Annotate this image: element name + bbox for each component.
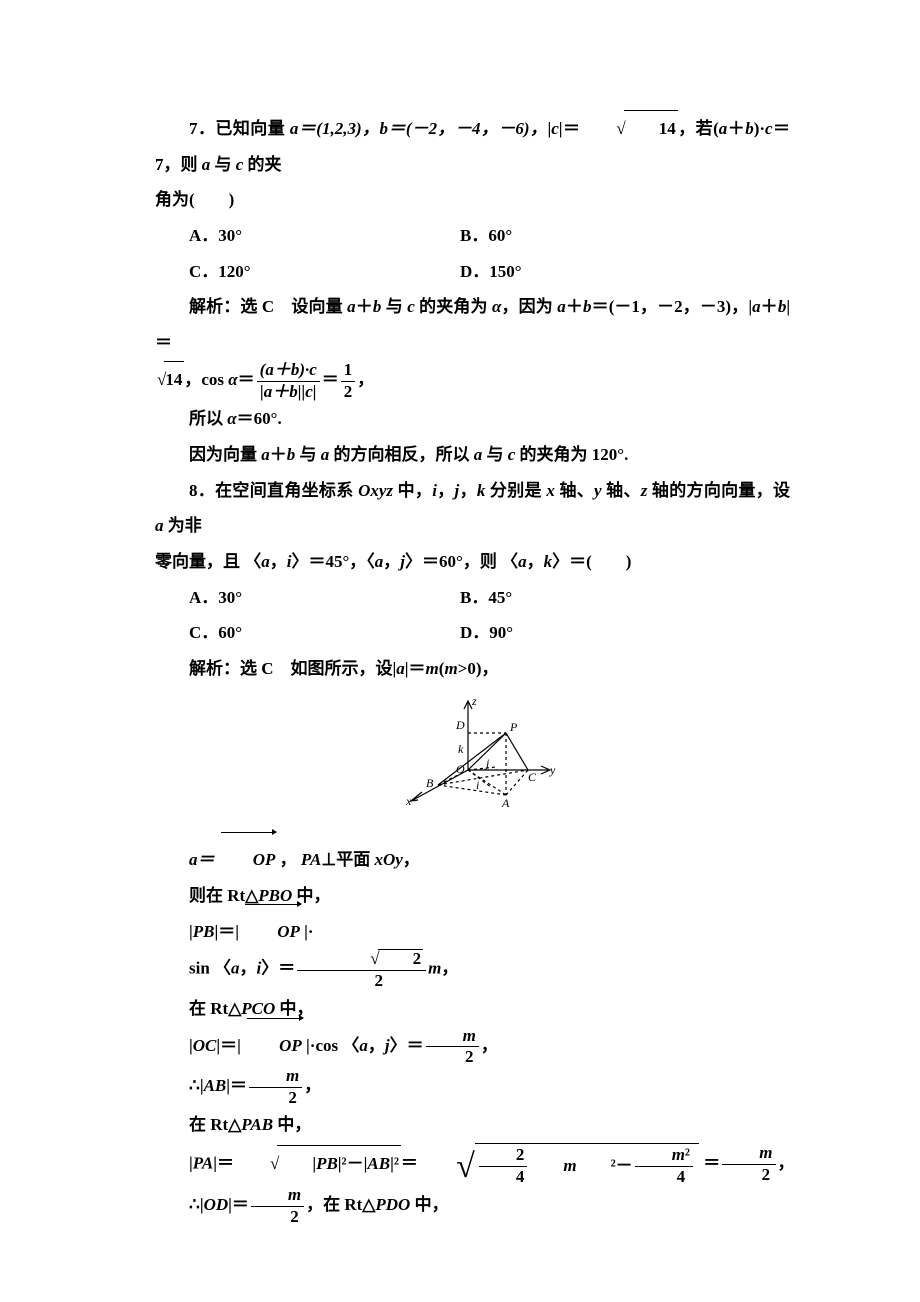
q8-option-C: C．60° (155, 615, 460, 651)
q7-sqrt14: 14 (580, 110, 677, 147)
lbl-D: D (455, 718, 465, 732)
q8-line-h: 在 Rt△PAB 中， (155, 1107, 790, 1143)
q8-options-row2: C．60° D．90° (155, 615, 790, 651)
q7-option-B: B．60° (460, 218, 790, 254)
q7-frac-half: 12 (341, 361, 356, 401)
q8-line-i: |PA|＝|PB|²－|AB|²＝ √ 24m²－m²4 ＝m2， (155, 1143, 790, 1186)
q7-option-C: C．120° (155, 254, 460, 290)
vec-OP-2: OP (243, 914, 300, 950)
q8-sol-line0: 解析：选 C 如图所示，设|a|＝m(m>0)， (155, 651, 790, 687)
q8-line-c: |PB|＝| OP |· (155, 914, 790, 950)
lbl-O: O (456, 762, 465, 776)
sqrt-pb-ab: |PB|²－|AB|² (234, 1145, 401, 1182)
lbl-k: k (458, 742, 464, 756)
q7-sol-line1: 解析：选 C 设向量 a＋b 与 c 的夹角为 α，因为 a＋b＝(－1，－2，… (155, 289, 790, 360)
q7-number: 7． (189, 119, 215, 138)
lbl-x: x (405, 794, 412, 808)
lbl-j: j (484, 756, 490, 770)
lbl-z: z (471, 695, 477, 708)
q7-sol-head: 解析：选 C (189, 297, 291, 316)
q8-s1: 在空间直角坐标系 Oxyz 中，i，j，k 分别是 x 轴、y 轴、z 轴的方向… (155, 481, 790, 536)
frac-m-2-c: m2 (722, 1144, 775, 1184)
q7-sol-line2: 14，cos α＝(a＋b)·c|a＋b||c|＝12， (155, 361, 790, 401)
document-page: 7．已知向量 a＝(1,2,3)，b＝(－2，－4，－6)，|c|＝14，若(a… (0, 0, 920, 1302)
q7-sol-line4: 因为向量 a＋b 与 a 的方向相反，所以 a 与 c 的夹角为 120°. (155, 437, 790, 473)
q8-number: 8． (189, 481, 215, 500)
vec-OP-3: OP (245, 1028, 302, 1064)
frac-m-2-d: m2 (251, 1186, 304, 1226)
q8-line-f: |OC|＝| OP |·cos 〈a，j〉＝m2， (155, 1027, 790, 1067)
q7-comma: ， (357, 370, 374, 389)
lbl-C: C (528, 770, 537, 784)
sqrt-big: √ 24m²－m²4 (422, 1143, 699, 1186)
frac-m-2-a: m2 (426, 1027, 479, 1067)
q8-line-g: ∴|AB|＝m2， (155, 1067, 790, 1107)
coordinate-diagram: z y x D P k j i O A B C (378, 695, 568, 820)
q7-options-row2: C．120° D．150° (155, 254, 790, 290)
q8-option-D: D．90° (460, 615, 790, 651)
q7-cos: ，cos α＝ (184, 370, 254, 389)
lbl-y: y (549, 763, 556, 777)
q7-a-eq: a＝(1,2,3)， (290, 119, 380, 138)
q8-line-a: a＝ OP ， PA⊥平面 xOy， (155, 842, 790, 878)
q7-mid: ，若 (678, 119, 713, 138)
q8-sol-head: 解析：选 C (189, 659, 291, 678)
frac-m-2-b: m2 (249, 1067, 302, 1107)
q7-post: ，则 a 与 c 的夹 (164, 155, 282, 174)
lbl-i: i (476, 778, 479, 792)
q8-options-row1: A．30° B．45° (155, 580, 790, 616)
q8-line-j: ∴|OD|＝m2，在 Rt△PDO 中， (155, 1186, 790, 1226)
lbl-B: B (426, 776, 434, 790)
q7-option-D: D．150° (460, 254, 790, 290)
q7-sol-line3: 所以 α＝60°. (155, 401, 790, 437)
q8-sol-0: 如图所示，设|a|＝m(m>0)， (291, 659, 499, 678)
q7-options-row1: A．30° B．60° (155, 218, 790, 254)
q7-frac1: (a＋b)·c|a＋b||c| (257, 361, 320, 401)
q8-option-A: A．30° (155, 580, 460, 616)
lbl-A: A (501, 796, 510, 810)
q8-option-B: B．45° (460, 580, 790, 616)
q8-stem-line2: 零向量，且 〈a，i〉＝45°，〈a，j〉＝60°，则 〈a，k〉＝( ) (155, 544, 790, 580)
q7-option-A: A．30° (155, 218, 460, 254)
q7-stem-line1: 7．已知向量 a＝(1,2,3)，b＝(－2，－4，－6)，|c|＝14，若(a… (155, 110, 790, 182)
q7-eq: ＝ (322, 370, 339, 389)
q7-text-1: 已知向量 (215, 119, 290, 138)
q7-sqrt14-b: 14 (155, 361, 184, 398)
lbl-P: P (509, 720, 518, 734)
q8-diagram: z y x D P k j i O A B C (155, 695, 790, 833)
q7-stem-line2: 角为( ) (155, 182, 790, 218)
q8-line-d: sin 〈a，i〉＝22m， (155, 949, 790, 990)
q8-stem-line1: 8．在空间直角坐标系 Oxyz 中，i，j，k 分别是 x 轴、y 轴、z 轴的… (155, 473, 790, 544)
q7-b-eq: b＝(－2，－4，－6)， (380, 119, 548, 138)
q7-cmag-pre: |c|＝ (547, 119, 580, 138)
vec-OP-1: OP (219, 842, 276, 878)
frac-sqrt2-2: 22 (297, 949, 426, 990)
